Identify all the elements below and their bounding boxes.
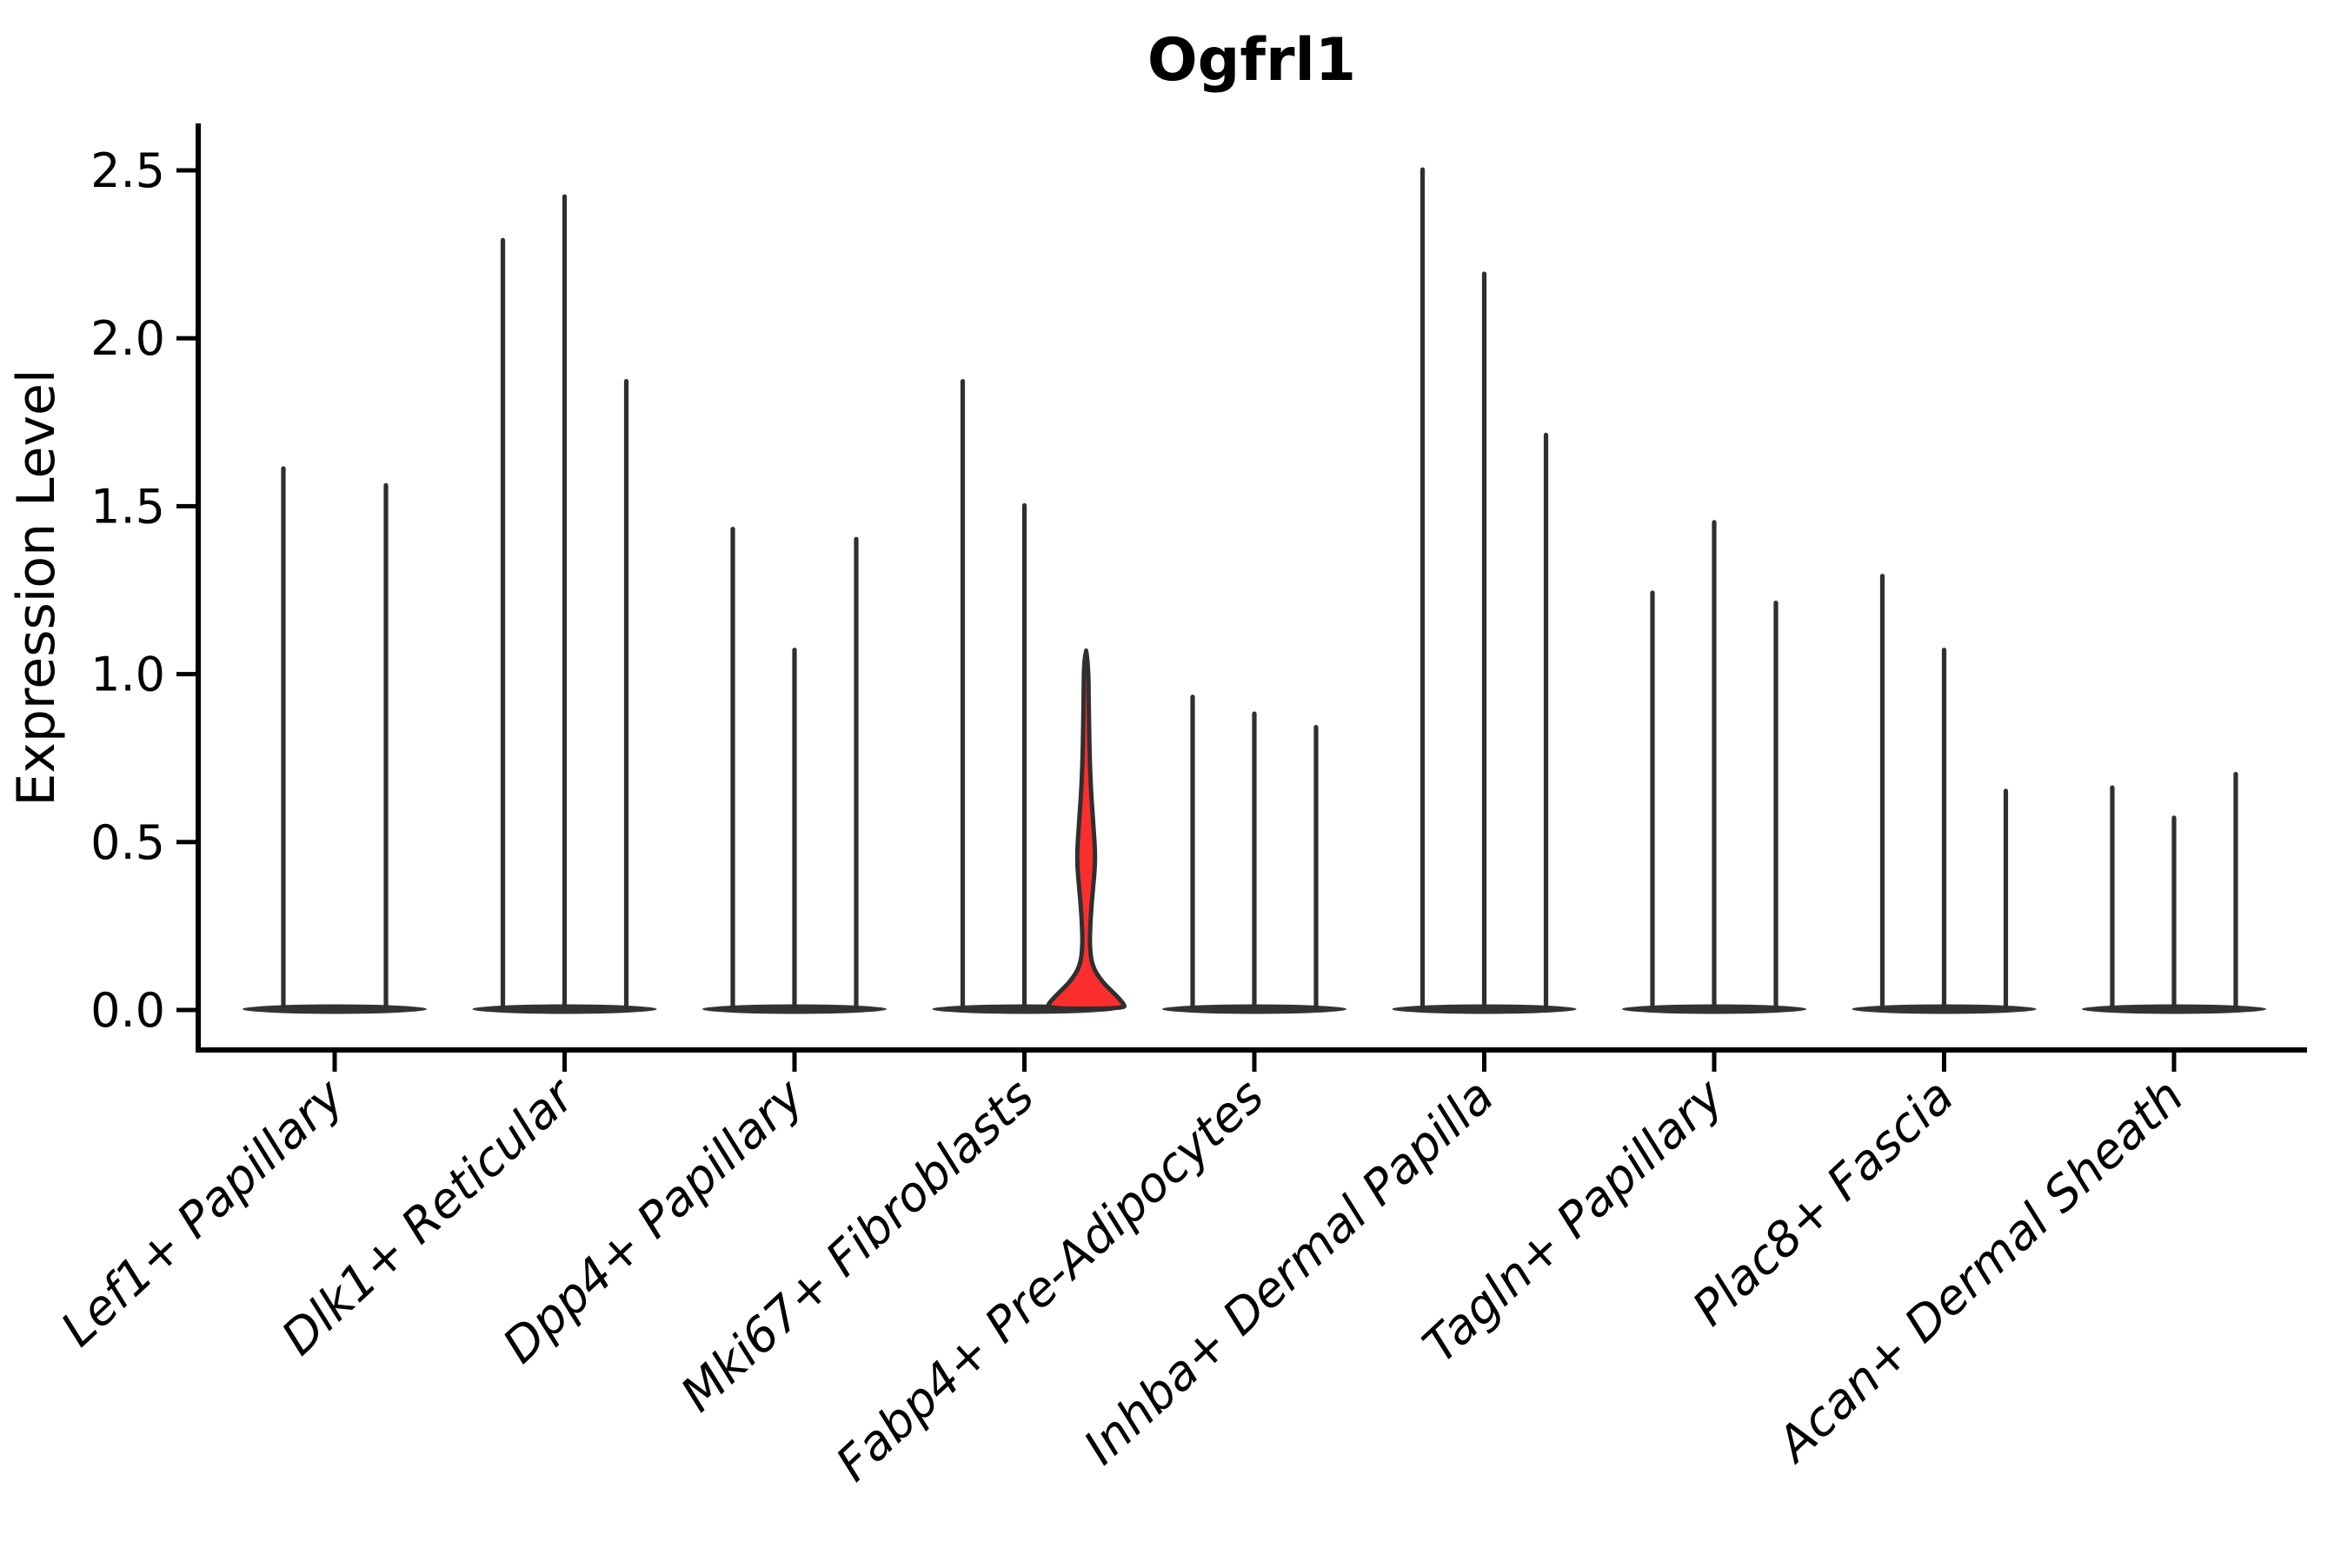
x-tick-1 [332,1053,337,1072]
x-tick-9 [2171,1053,2177,1072]
x-tick-7 [1712,1053,1717,1072]
y-tick-label-0.0: 0.0 [90,983,165,1038]
x-axis-spine [196,1047,2307,1053]
y-axis-label: Expression Level [6,369,67,806]
y-tick-2.5 [176,168,196,173]
y-tick-label-2.5: 2.5 [90,143,165,198]
plot-title: Ogfrl1 [1147,26,1356,95]
x-category-label-5: Fabp4+ Pre-Adipocytes [825,1068,1273,1492]
x-tick-5 [1252,1053,1257,1072]
y-axis-spine [196,123,201,1053]
y-tick-0.5 [176,840,196,845]
y-tick-1.0 [176,672,196,677]
y-tick-1.5 [176,503,196,508]
highlighted-violin [1045,648,1127,1011]
x-tick-2 [562,1053,567,1072]
x-tick-3 [792,1053,797,1072]
y-tick-label-1.0: 1.0 [90,648,165,702]
y-tick-label-1.5: 1.5 [90,479,165,534]
y-tick-0.0 [176,1007,196,1013]
x-tick-6 [1482,1053,1486,1072]
y-tick-label-0.5: 0.5 [90,815,165,870]
x-tick-8 [1942,1053,1946,1072]
x-category-label-9: Acan+ Dermal Sheath [1765,1068,2194,1474]
y-tick-label-2.0: 2.0 [90,311,165,366]
x-category-label-6: Inhba+ Dermal Papilla [1074,1068,1505,1475]
x-tick-4 [1022,1053,1027,1072]
violin-baseline-1 [243,1004,427,1014]
y-tick-2.0 [176,336,196,341]
